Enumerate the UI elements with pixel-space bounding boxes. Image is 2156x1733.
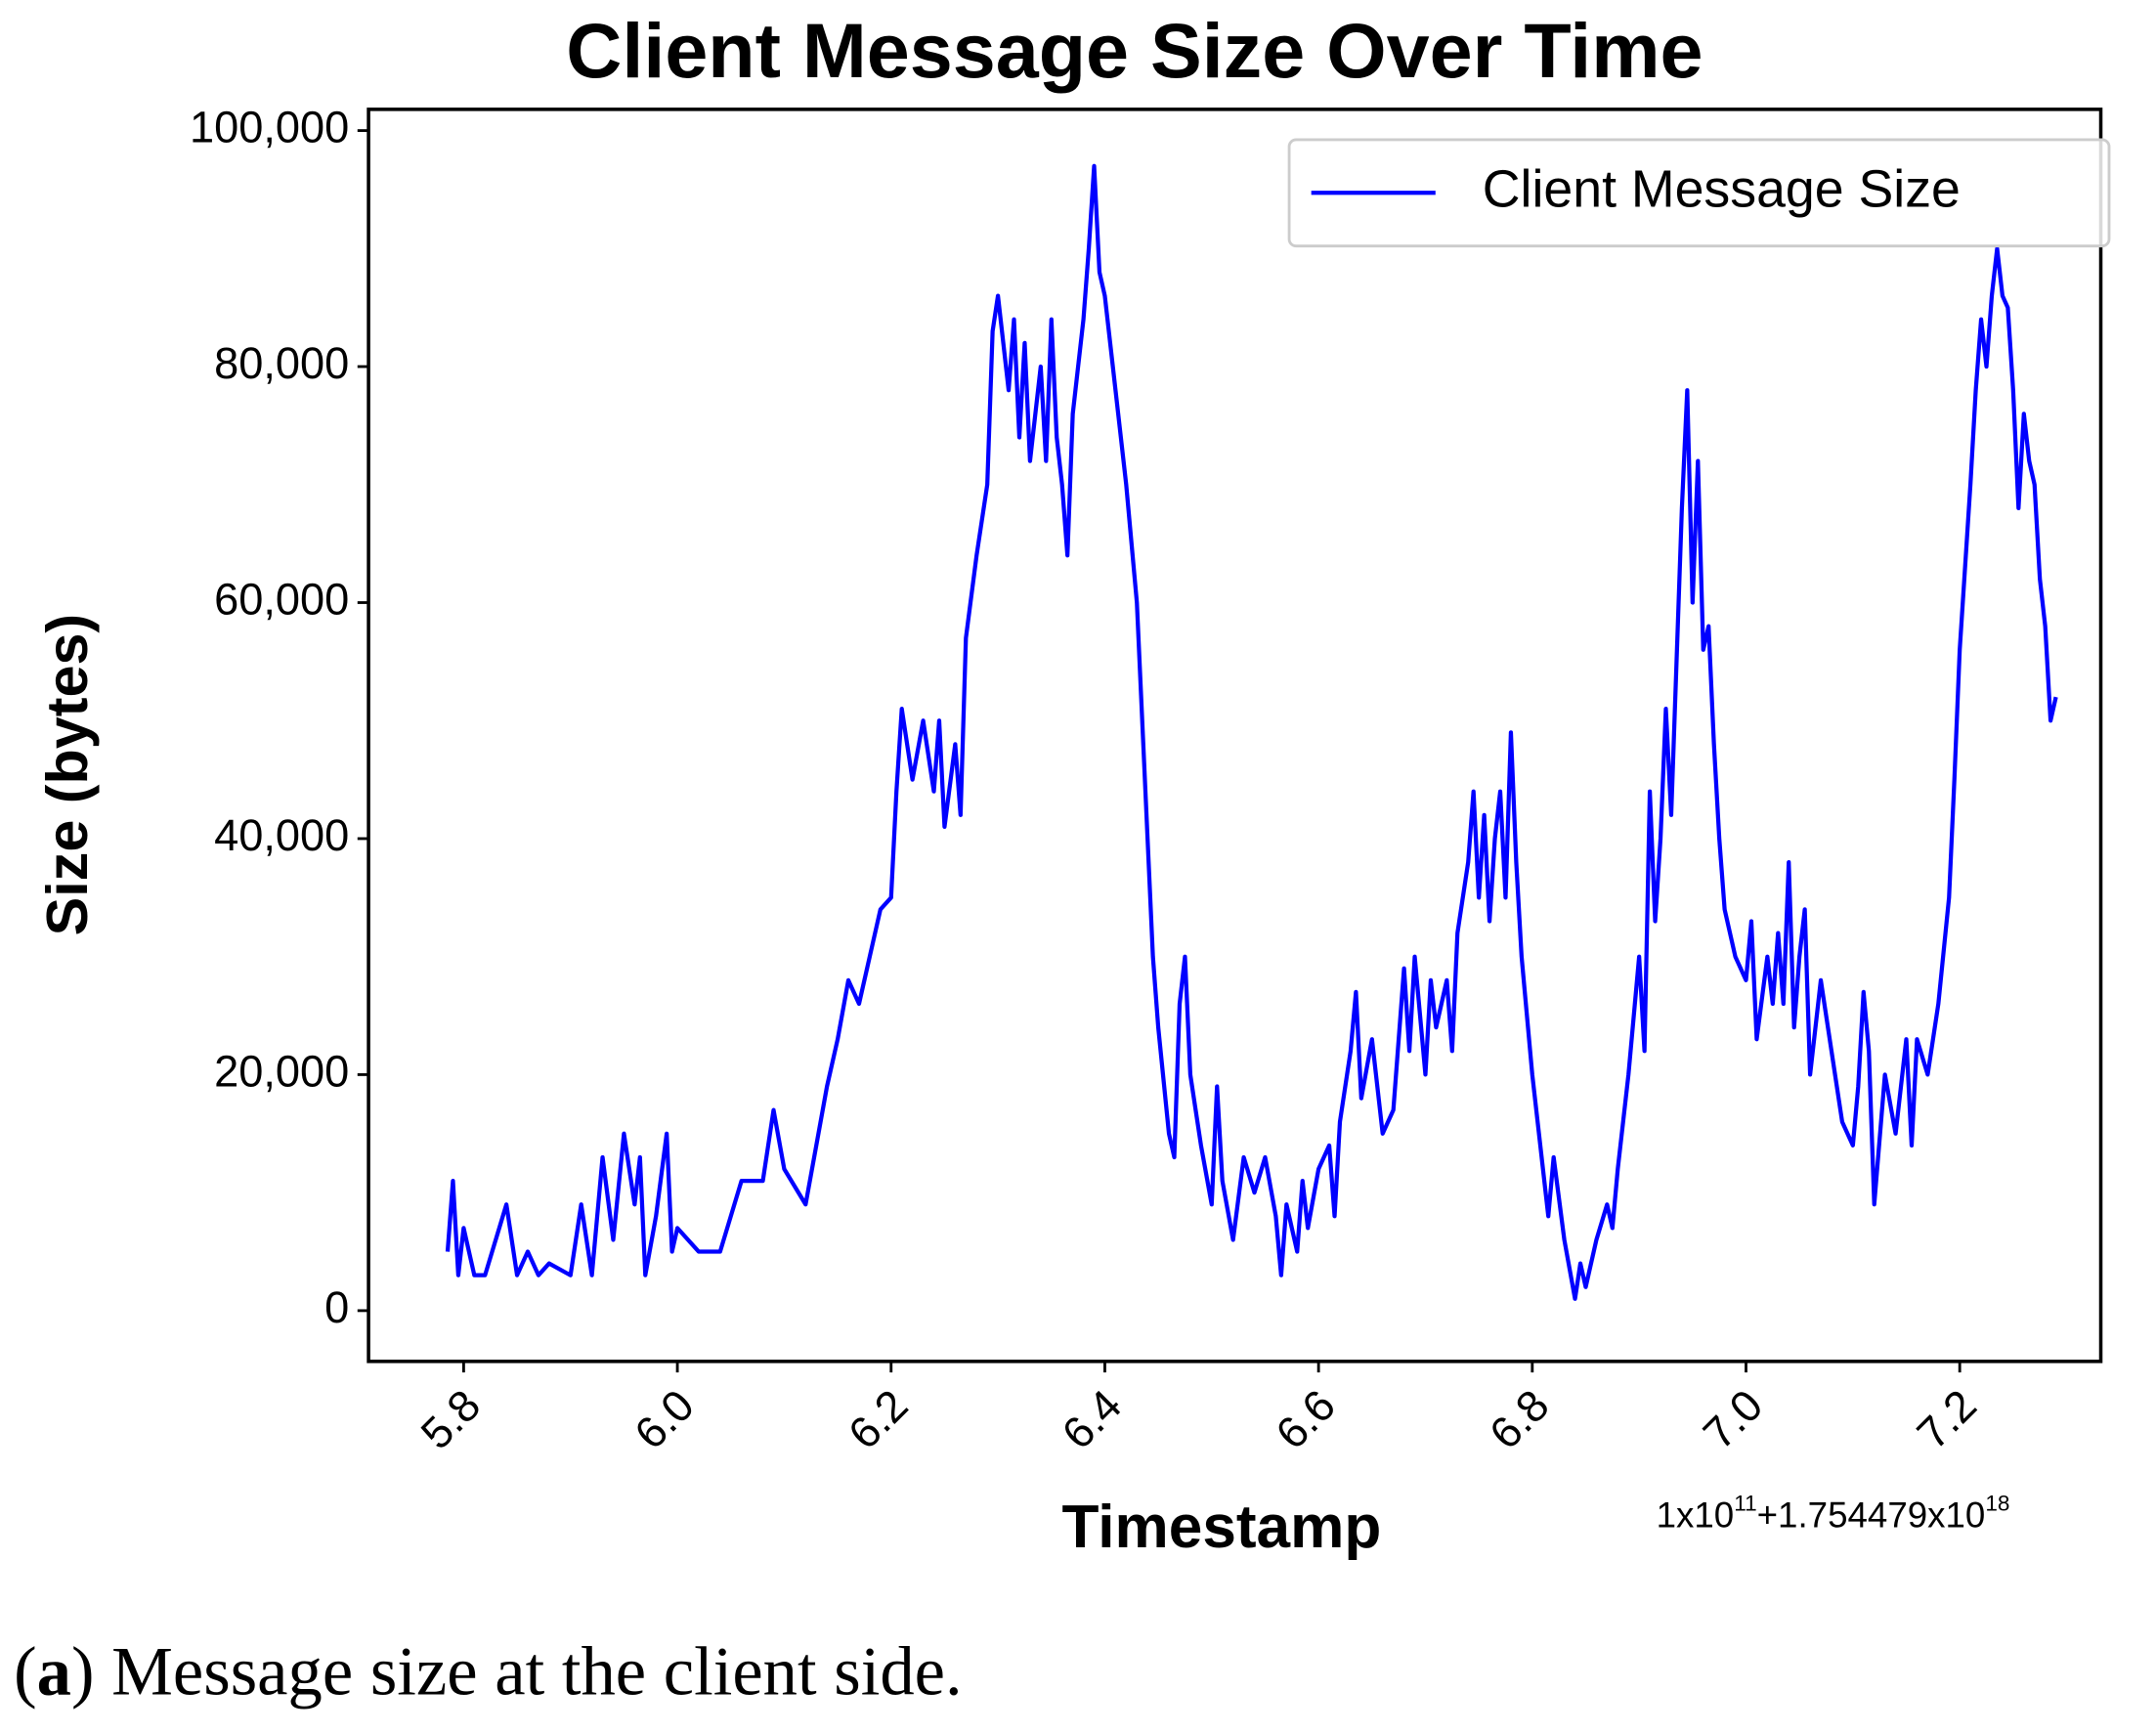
y-tick-label: 100,000	[190, 103, 349, 152]
data-line	[445, 163, 2058, 1301]
y-tick-label: 40,000	[214, 810, 349, 860]
caption-text: ) Message size at the client side.	[71, 1634, 963, 1711]
y-tick-label: 20,000	[214, 1046, 349, 1096]
y-tick-label: 60,000	[214, 574, 349, 624]
legend-box	[1287, 138, 2111, 248]
x-offset-label: 1x1011+1.754479x1018	[1657, 1492, 2010, 1535]
offset-part: +1.754479x10	[1757, 1495, 1986, 1535]
caption: (a) Message size at the client side.	[14, 1634, 963, 1711]
axes-frame	[367, 108, 2103, 1364]
offset-exponent: 11	[1734, 1492, 1756, 1516]
x-axis-label: Timestamp	[1061, 1494, 1381, 1561]
y-tick-label: 80,000	[214, 338, 349, 388]
y-tick-label: 0	[324, 1282, 349, 1332]
offset-part: 1x10	[1657, 1495, 1735, 1535]
caption-part: (	[14, 1634, 37, 1711]
chart-title: Client Message Size Over Time	[566, 7, 1703, 94]
offset-exponent: 18	[1985, 1492, 2009, 1516]
caption-label: a	[37, 1634, 71, 1711]
legend-label: Client Message Size	[1483, 159, 1961, 218]
y-axis-label: Size (bytes)	[34, 614, 100, 936]
